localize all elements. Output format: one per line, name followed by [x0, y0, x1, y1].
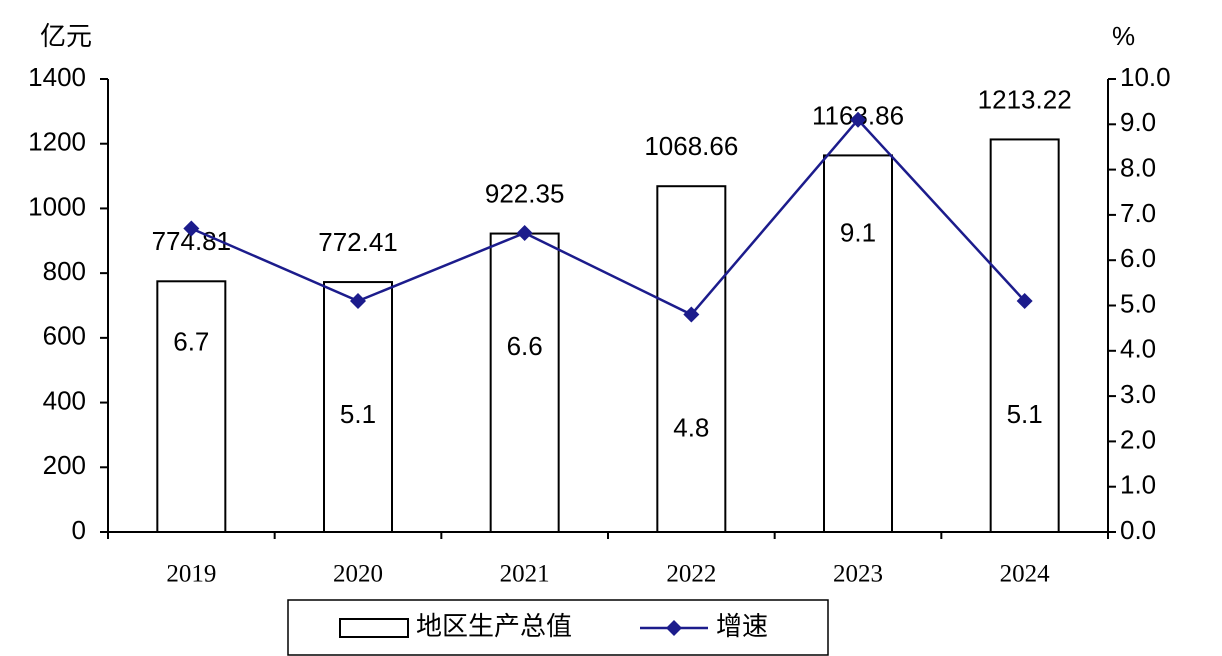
bar	[323, 281, 393, 533]
y-tick-label: 0	[72, 515, 86, 545]
y2-tick-label: 6.0	[1120, 243, 1156, 273]
growth-marker	[850, 111, 866, 128]
y2-tick-label: 0.0	[1120, 515, 1156, 545]
growth-marker	[350, 292, 366, 309]
x-tick-label: 2019	[166, 561, 216, 588]
y2-tick-label: 1.0	[1120, 470, 1156, 500]
bar	[989, 138, 1060, 533]
y2-tick-label: 5.0	[1120, 288, 1156, 318]
legend-marker	[666, 620, 682, 636]
y2-axis-label: %	[1112, 21, 1135, 51]
y2-tick-label: 2.0	[1120, 424, 1156, 454]
growth-value-label: 5.1	[340, 399, 376, 429]
y2-tick-label: 10.0	[1120, 62, 1171, 92]
y2-tick-label: 4.0	[1120, 334, 1156, 364]
bar	[489, 232, 560, 533]
growth-line	[190, 117, 1026, 317]
growth-marker	[683, 306, 700, 323]
y-tick-label: 200	[43, 450, 86, 480]
y-tick-label: 1000	[28, 191, 86, 221]
y-tick-label: 1200	[28, 127, 86, 157]
y2-tick-label: 3.0	[1120, 379, 1156, 409]
x-tick-label: 2022	[666, 561, 716, 588]
growth-value-label: 4.8	[673, 412, 709, 442]
y-tick-label: 600	[43, 321, 86, 351]
y2-tick-label: 7.0	[1120, 198, 1156, 228]
y-tick-label: 400	[43, 385, 86, 415]
growth-value-label: 6.7	[173, 326, 209, 356]
bar	[156, 280, 227, 533]
y-tick-label: 1400	[28, 62, 86, 92]
growth-value-label: 9.1	[840, 218, 876, 248]
x-tick-label: 2023	[833, 561, 883, 588]
growth-value-label: 5.1	[1007, 399, 1043, 429]
x-tick-label: 2024	[1000, 561, 1051, 588]
y-axis-label: 亿元	[40, 21, 92, 51]
y2-tick-label: 8.0	[1120, 152, 1156, 182]
bar-value-label: 1213.22	[978, 84, 1072, 114]
growth-marker	[183, 220, 200, 237]
growth-marker	[516, 225, 533, 242]
bar	[823, 154, 893, 534]
bar-value-label: 922.35	[485, 178, 565, 208]
growth-marker	[1016, 292, 1033, 309]
x-tick-label: 2020	[333, 561, 383, 588]
x-tick-label: 2021	[500, 561, 550, 588]
y2-tick-label: 9.0	[1120, 107, 1156, 137]
y-tick-label: 800	[43, 256, 86, 286]
bar-value-label: 772.41	[318, 227, 398, 257]
legend-label: 地区生产总值	[416, 611, 572, 641]
bar	[656, 185, 727, 533]
legend-label: 增速	[716, 611, 768, 641]
growth-value-label: 6.6	[507, 331, 543, 361]
bar-value-label: 1068.66	[644, 131, 738, 161]
legend-swatch	[339, 618, 409, 638]
